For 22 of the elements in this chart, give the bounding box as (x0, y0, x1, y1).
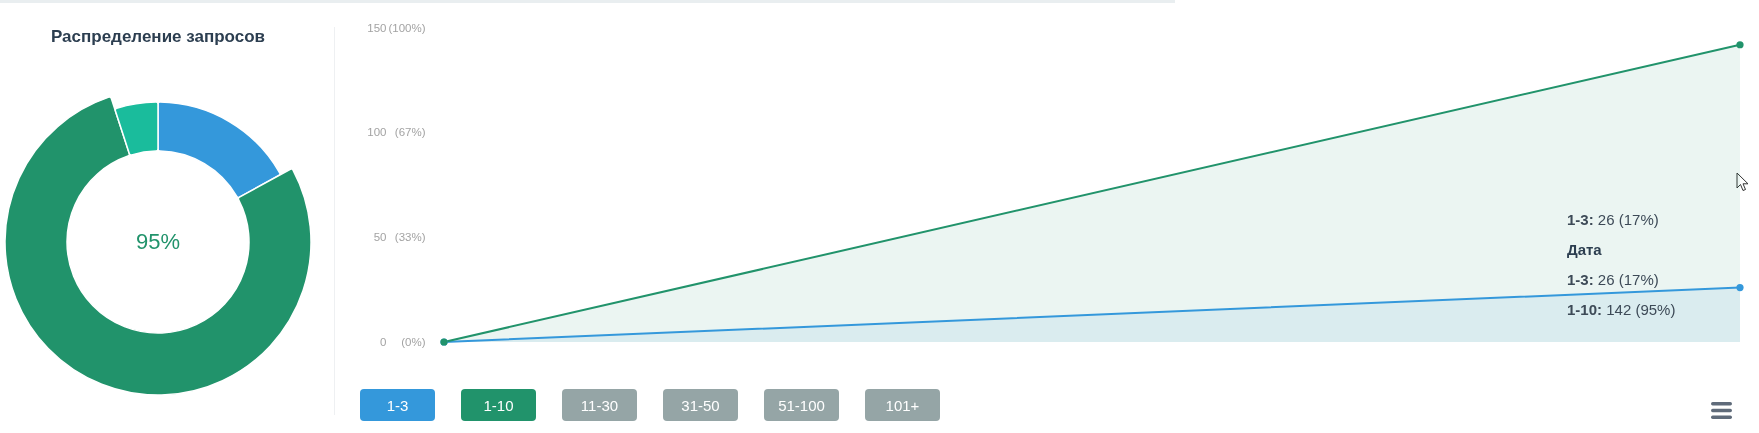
text: 51-100 (764, 389, 839, 421)
y-tick-label: 100 (367, 126, 387, 139)
text: 11-30 (562, 389, 637, 421)
annotation: 1-3: 26 (17%) (1567, 270, 1659, 290)
annotation: 95% (135, 229, 181, 254)
annotation: 1-3: 26 (17%) (1567, 210, 1659, 230)
point (1736, 41, 1744, 49)
annotation: 1-10: 142 (95%) (1567, 300, 1676, 320)
point (1736, 283, 1744, 292)
y2-tick-label: (33%) (394, 230, 426, 243)
y2-tick-label: (0%) (401, 335, 426, 348)
y-tick-label: 50 (373, 230, 387, 243)
text: 1-10 (461, 389, 536, 421)
y2-tick-label: (100%) (388, 21, 426, 34)
annotation: Дата (1567, 241, 1602, 258)
y-tick-label: 0 (380, 335, 387, 348)
text: 31-50 (663, 389, 738, 421)
chart-title: Распределение запросов (50, 27, 266, 46)
text: 101+ (865, 389, 940, 421)
text: 1-3 (360, 389, 435, 421)
y2-tick-label: (67%) (394, 126, 426, 139)
y-tick-label: 150 (367, 21, 387, 34)
